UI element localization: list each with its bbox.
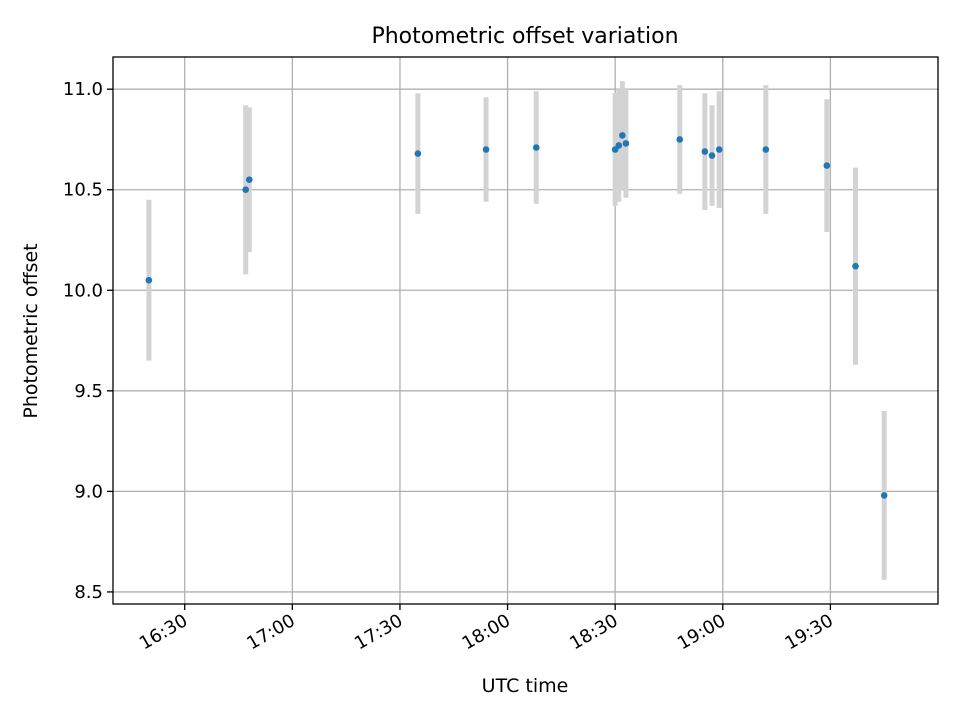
data-point	[619, 132, 626, 139]
data-point	[482, 146, 490, 153]
data-point	[532, 144, 540, 151]
data-point	[715, 146, 723, 153]
data-point	[242, 186, 250, 194]
data-point	[246, 176, 253, 183]
y-tick-label: 10.5	[63, 180, 103, 201]
data-point	[880, 492, 888, 499]
x-tick-label: 19:00	[674, 610, 729, 654]
x-tick-label: 17:00	[243, 610, 298, 654]
data-point	[852, 262, 859, 270]
error-bars	[146, 81, 887, 580]
plot-frame	[112, 56, 939, 605]
x-axis-label: UTC time	[482, 675, 569, 697]
data-point	[145, 276, 153, 284]
x-tick-label: 17:30	[351, 610, 406, 654]
data-point	[615, 142, 623, 149]
y-tick-label: 9.5	[74, 381, 103, 402]
x-tick-label: 16:30	[136, 610, 191, 654]
x-tick-label: 19:30	[781, 610, 836, 654]
data-point	[762, 146, 770, 153]
y-tick-label: 9.0	[74, 481, 103, 502]
chart-title: Photometric offset variation	[371, 24, 678, 49]
data-points	[145, 132, 888, 499]
y-tick-label: 11.0	[63, 79, 103, 100]
y-axis-label: Photometric offset	[20, 243, 42, 418]
data-point	[823, 162, 831, 169]
data-point	[622, 140, 630, 147]
y-tick-label: 10.0	[63, 280, 103, 301]
data-point	[676, 136, 684, 143]
data-point	[708, 152, 716, 159]
y-tick-label: 8.5	[74, 582, 103, 603]
grid	[113, 57, 938, 604]
x-tick-label: 18:30	[566, 610, 621, 654]
x-tick-label: 18:00	[459, 610, 514, 654]
data-point	[701, 148, 709, 155]
data-point	[414, 150, 422, 157]
